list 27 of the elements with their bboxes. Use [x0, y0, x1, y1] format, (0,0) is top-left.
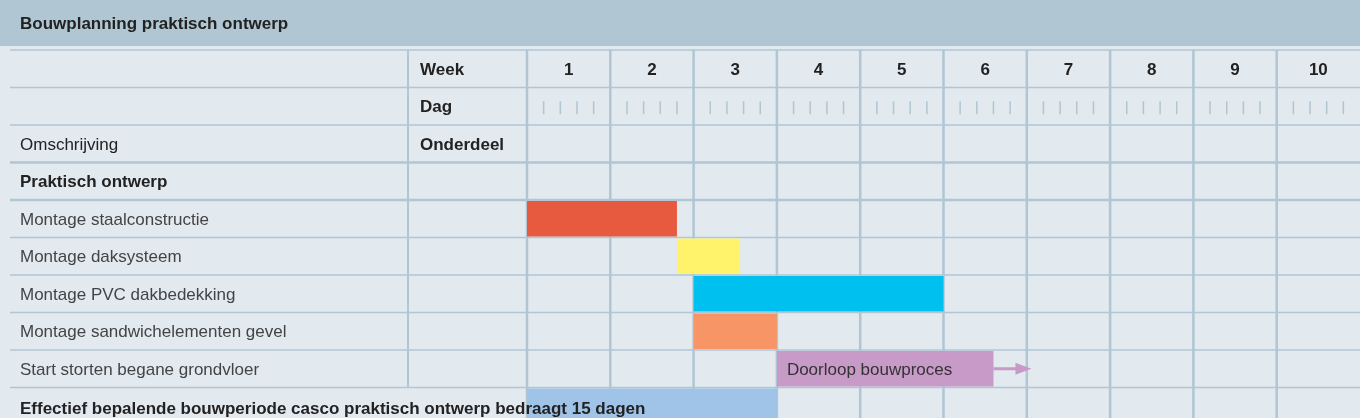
y-tick-label: Praktisch ontwerp: [20, 172, 168, 192]
bar: [676, 238, 740, 274]
x-tick-label: 5: [897, 59, 907, 79]
x-tick-label: 7: [1063, 59, 1074, 79]
x-tick-label: 6: [980, 59, 990, 79]
y-tick-label: Montage staalconstructie: [20, 209, 209, 229]
text: Bouwplanning praktisch ontwerp: [20, 14, 289, 33]
x-tick-label: 3: [730, 59, 740, 79]
y-tick-label: Effectief bepalende bouwperiode casco praktisch ontwerp bedraagt 15 dagen: [20, 399, 646, 418]
bar: [693, 276, 944, 312]
y-axis-title: Omschrijving: [20, 134, 119, 154]
x2-axis-title: Dag: [420, 97, 453, 117]
bar: [693, 313, 777, 349]
x-tick-label: 4: [813, 59, 824, 79]
y-tick-label: Montage sandwichelementen gevel: [20, 322, 287, 342]
y-tick-label: Start storten begane grondvloer: [20, 359, 260, 379]
x-tick-label: 9: [1230, 59, 1240, 79]
x-tick-label: 8: [1147, 59, 1157, 79]
y-tick-label: Montage daksysteem: [20, 247, 182, 267]
x-axis-title: Week: [420, 59, 465, 79]
y-tick-label: Montage PVC dakbedekking: [20, 284, 236, 304]
x-tick-label: 10: [1308, 59, 1328, 79]
text: Onderdeel: [420, 134, 505, 154]
x-tick-label: 1: [563, 59, 574, 79]
x-tick-label: 2: [647, 59, 657, 79]
bar: [527, 201, 677, 237]
annotation: Doorloop bouwproces: [786, 359, 953, 379]
